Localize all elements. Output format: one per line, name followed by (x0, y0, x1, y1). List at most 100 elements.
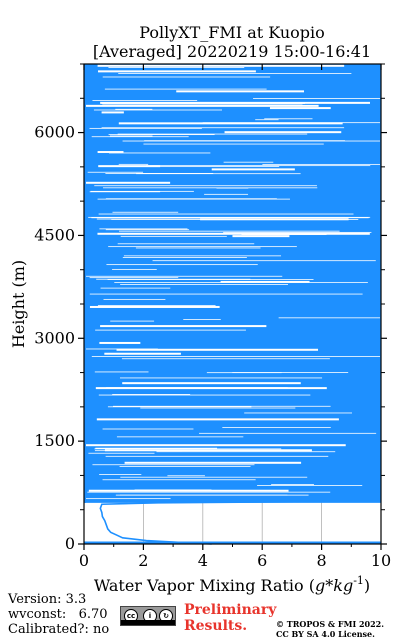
noise-gap (117, 243, 255, 245)
noise-gap (117, 133, 308, 135)
noise-gap (124, 461, 302, 464)
noise-gap (119, 230, 340, 232)
noise-gap (144, 140, 345, 142)
noise-gap (114, 281, 368, 283)
noise-gap (89, 127, 202, 129)
noise-gap (122, 257, 247, 258)
noise-gap (232, 235, 290, 238)
preliminary-results-text: Preliminary Results. (184, 602, 276, 634)
noise-gap (92, 100, 198, 101)
version-text: Version: 3.3 (8, 592, 87, 607)
noise-gap (176, 90, 305, 93)
noise-gap (118, 163, 149, 165)
noise-gap (121, 358, 330, 360)
noise-gap (156, 451, 336, 453)
noise-gap (122, 382, 301, 385)
preliminary-line-2: Results. (184, 618, 248, 634)
noise-gap (100, 287, 171, 289)
noise-gap (85, 104, 319, 107)
noise-gap (106, 387, 288, 388)
noise-gap (105, 229, 190, 231)
noise-gap (102, 479, 256, 481)
noise-gap (123, 255, 282, 257)
noise-gap (89, 293, 363, 295)
noise-gap (222, 427, 331, 429)
noise-gap (107, 406, 252, 408)
noise-gap (95, 447, 218, 449)
noise-gap (112, 268, 157, 270)
noise-gap (120, 284, 289, 286)
noise-gap (271, 484, 314, 485)
noise-gap (146, 165, 371, 167)
noise-gap (89, 305, 220, 308)
copyright-text: © TROPOS & FMI 2022. CC BY SA 4.0 Licens… (276, 619, 384, 639)
noise-gap (140, 407, 296, 409)
x-tick-label: 10 (371, 551, 391, 570)
noise-gap (264, 118, 313, 120)
noise-gap (106, 264, 258, 266)
noise-gap (135, 247, 261, 249)
chart-title: PollyXT_FMI at Kuopio (139, 23, 325, 42)
noise-gap (103, 298, 166, 300)
noise-gap (87, 171, 144, 173)
noise-gap (94, 371, 149, 373)
noise-gap (115, 494, 309, 496)
noise-gap (90, 190, 194, 192)
noise-gap (116, 436, 244, 438)
sa-icon: ↻ (159, 609, 173, 623)
copyright-line-2: CC BY SA 4.0 License. (276, 629, 375, 639)
noise-gap (244, 412, 353, 414)
noise-gap (94, 448, 282, 450)
noise-gap (89, 277, 179, 279)
noise-gap (211, 168, 295, 171)
noise-gap (124, 216, 346, 218)
noise-gap (116, 166, 280, 168)
noise-gap (107, 279, 314, 280)
noise-gap (112, 394, 191, 395)
wvconst-text: wvconst: 6.70 (8, 607, 108, 622)
noise-gap (94, 450, 183, 452)
noise-gap (99, 341, 141, 344)
noise-gap (98, 213, 354, 215)
noise-gap (118, 122, 343, 125)
profile-line (99, 500, 322, 545)
x-tick-label: 8 (317, 551, 327, 570)
noise-gap (199, 432, 377, 434)
profile-edge (84, 64, 86, 503)
noise-gap (97, 64, 345, 67)
dense-profile-region (84, 64, 381, 503)
x-axis-label: Water Vapor Mixing Ratio (g*kg-1) (94, 574, 370, 595)
noise-gap (95, 329, 246, 331)
noise-gap (102, 428, 194, 430)
noise-gap (96, 418, 339, 421)
noise-gap (108, 134, 215, 136)
noise-gap (120, 476, 308, 478)
noise-gap (278, 317, 380, 319)
noise-gap (120, 235, 227, 237)
noise-gap (92, 464, 255, 466)
noise-gap (119, 466, 251, 467)
noise-gap (85, 444, 346, 447)
x-tick-label: 0 (79, 551, 89, 570)
noise-gap (88, 452, 155, 454)
y-tick-label: 6000 (34, 123, 75, 142)
axis-ticks: 0 2 4 6 8 10 0 1500 3000 4500 6000 (34, 63, 391, 570)
noise-gap (183, 319, 221, 320)
noise-gap (89, 191, 161, 193)
noise-gap (143, 143, 324, 145)
y-tick-label: 1500 (34, 431, 75, 450)
calibrated-text: Calibrated?: no (8, 622, 110, 637)
noise-gap (105, 455, 329, 457)
noise-gap (108, 246, 297, 248)
noise-gap (94, 185, 317, 187)
noise-gap (223, 231, 372, 233)
noise-gap (91, 356, 381, 357)
noise-gap (113, 405, 331, 407)
noise-gap (87, 491, 331, 493)
noise-gap (91, 136, 189, 138)
x-tick-label: 6 (257, 551, 267, 570)
noise-gap (85, 275, 283, 277)
noise-gap (262, 163, 380, 165)
y-tick-label: 3000 (34, 328, 75, 347)
y-axis-label: Height (m) (9, 260, 28, 348)
